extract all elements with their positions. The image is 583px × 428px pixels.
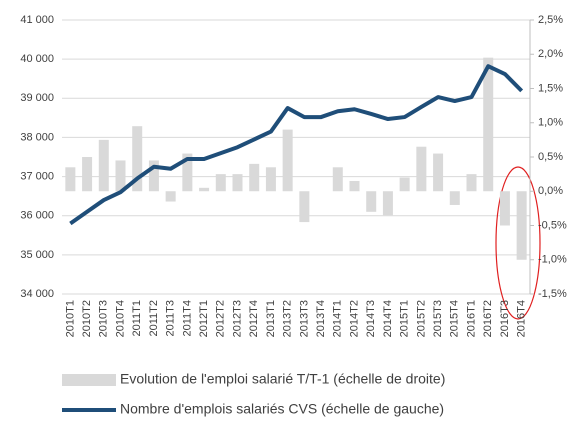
y2-tick-label: 0,0% [538, 185, 563, 197]
bar [349, 180, 360, 192]
bar [148, 160, 159, 192]
x-tick-label: 2015T4 [449, 300, 461, 337]
bar [282, 129, 293, 192]
x-tick-label: 2010T4 [114, 300, 126, 337]
bar [182, 153, 193, 192]
bar [98, 139, 109, 192]
x-tick-label: 2016T3 [499, 300, 511, 337]
x-tick-label: 2014T4 [382, 300, 394, 337]
x-tick-label: 2010T2 [81, 300, 93, 337]
x-tick-label: 2014T1 [332, 300, 344, 337]
bar [433, 153, 444, 192]
bar [382, 191, 393, 216]
x-tick-label: 2013T2 [282, 300, 294, 337]
x-tick-label: 2013T4 [315, 300, 327, 337]
x-tick-label: 2012T1 [198, 300, 210, 337]
y2-tick-label: 1,5% [538, 82, 563, 94]
bar [115, 160, 126, 192]
bar [132, 126, 143, 192]
y2-tick-label: -1,0% [538, 254, 567, 266]
y2-tick-label: -0,5% [538, 219, 567, 231]
x-tick-label: 2011T2 [148, 300, 160, 337]
y-tick-label: 36 000 [20, 210, 54, 222]
x-tick-label: 2016T2 [482, 300, 494, 337]
y2-tick-label: -1,5% [538, 288, 567, 300]
x-tick-label: 2013T1 [265, 300, 277, 337]
x-tick-label: 2012T3 [231, 300, 243, 337]
y2-tick-label: 2,0% [538, 48, 563, 60]
bar [249, 163, 260, 192]
legend-swatch [62, 374, 116, 386]
bar [483, 57, 494, 192]
bar [516, 191, 527, 260]
bar [299, 191, 310, 223]
y-tick-label: 38 000 [20, 131, 54, 143]
x-tick-label: 2013T3 [298, 300, 310, 337]
x-tick-label: 2011T4 [181, 300, 193, 337]
y-tick-label: 39 000 [20, 92, 54, 104]
line [69, 64, 524, 226]
x-tick-label: 2015T3 [432, 300, 444, 337]
legend-label: Evolution de l'emploi salarié T/T-1 (éch… [120, 371, 445, 387]
bar [449, 191, 460, 205]
x-tick-label: 2010T3 [98, 300, 110, 337]
bar [232, 174, 243, 192]
x-tick-label: 2012T2 [215, 300, 227, 337]
x-tick-label: 2016T1 [465, 300, 477, 337]
y2-tick-label: 1,0% [538, 117, 563, 129]
x-tick-label: 2011T1 [131, 300, 143, 337]
y2-tick-label: 0,5% [538, 151, 563, 163]
y-tick-label: 40 000 [20, 53, 54, 65]
bar [366, 191, 377, 212]
legend-label: Nombre d'emplois salariés CVS (échelle d… [120, 401, 444, 417]
y2-tick-label: 2,5% [538, 14, 563, 26]
x-tick-label: 2010T1 [64, 300, 76, 337]
y-tick-label: 35 000 [20, 249, 54, 261]
x-tick-label: 2014T3 [365, 300, 377, 337]
bar [332, 167, 343, 192]
bar [416, 146, 427, 192]
x-tick-label: 2011T3 [165, 300, 177, 337]
bar [82, 157, 93, 192]
bar [499, 191, 510, 226]
x-tick-label: 2015T1 [399, 300, 411, 337]
y-tick-label: 41 000 [20, 14, 54, 26]
bar [265, 167, 276, 192]
bar [165, 191, 176, 202]
x-tick-label: 2016T4 [516, 300, 528, 337]
x-tick-label: 2012T4 [248, 300, 260, 337]
highlight-ellipse [495, 166, 541, 320]
bar [65, 167, 76, 192]
bar [399, 177, 410, 192]
bar [215, 174, 226, 192]
legend: Evolution de l'emploi salarié T/T-1 (éch… [62, 371, 445, 417]
bar [199, 187, 210, 192]
x-tick-label: 2014T2 [348, 300, 360, 337]
bar [466, 174, 477, 192]
y-tick-label: 34 000 [20, 288, 54, 300]
x-tick-label: 2015T2 [415, 300, 427, 337]
y-tick-label: 37 000 [20, 170, 54, 182]
